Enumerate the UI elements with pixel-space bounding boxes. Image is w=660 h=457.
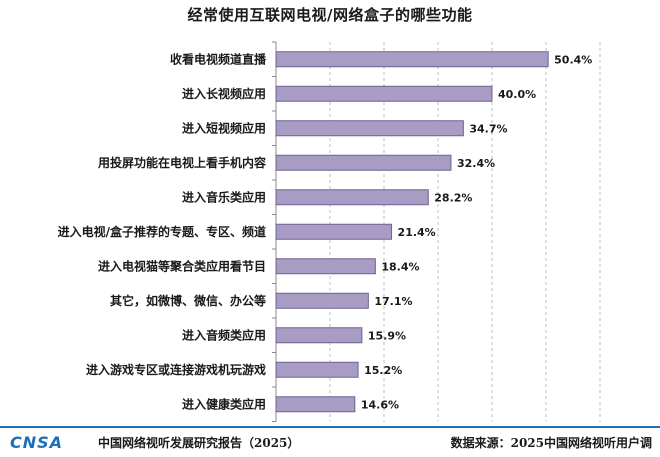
bar <box>275 396 356 413</box>
bar <box>275 258 376 275</box>
bar-chart: 收看电视频道直播 50.4% 进入长视频应用 40.0% 进入短视频应用 34.7% 用投屏… <box>58 41 601 422</box>
category-label: 进入游戏专区或连接游戏机玩游戏 <box>86 362 266 377</box>
category-label: 进入电视猫等聚合类应用看节目 <box>98 258 266 273</box>
data-source: 数据来源：2025中国网络视听用户调 <box>450 436 652 450</box>
bar <box>275 223 393 240</box>
footer-divider <box>0 426 660 428</box>
value-label: 40.0% <box>498 88 536 101</box>
bar <box>275 361 359 378</box>
bar <box>275 120 464 137</box>
value-label: 14.6% <box>361 398 399 411</box>
category-label: 收看电视频道直播 <box>170 51 267 66</box>
category-label: 用投屏功能在电视上看手机内容 <box>97 155 266 170</box>
bar <box>275 292 369 309</box>
report-name: 中国网络视听发展研究报告（2025） <box>98 436 300 450</box>
category-label: 进入健康类应用 <box>182 396 266 411</box>
bar <box>275 327 363 344</box>
bar <box>275 85 493 102</box>
chart-title: 经常使用互联网电视/网络盒子的哪些功能 <box>187 6 473 24</box>
value-label: 21.4% <box>398 226 436 239</box>
category-label: 进入短视频应用 <box>182 120 266 135</box>
category-label: 其它，如微博、微信、办公等 <box>110 293 266 308</box>
footer: CNSA 中国网络视听发展研究报告（2025） 数据来源：2025中国网络视听用… <box>0 426 660 457</box>
value-label: 17.1% <box>374 295 412 308</box>
category-label: 进入电视/盒子推荐的专题、专区、频道 <box>58 224 266 239</box>
value-label: 15.9% <box>368 329 406 342</box>
category-label: 进入长视频应用 <box>182 86 266 101</box>
cnsa-logo-text: CNSA <box>10 433 64 452</box>
bar <box>275 51 549 68</box>
bar <box>275 154 452 171</box>
value-label: 34.7% <box>469 122 507 135</box>
value-label: 50.4% <box>554 53 592 66</box>
value-label: 18.4% <box>381 260 419 273</box>
bar <box>275 189 429 206</box>
value-label: 28.2% <box>434 191 472 204</box>
category-label: 进入音乐类应用 <box>182 189 266 204</box>
value-label: 15.2% <box>364 364 402 377</box>
value-label: 32.4% <box>457 157 495 170</box>
cnsa-logo: CNSA <box>10 432 84 452</box>
category-label: 进入音频类应用 <box>182 327 266 342</box>
